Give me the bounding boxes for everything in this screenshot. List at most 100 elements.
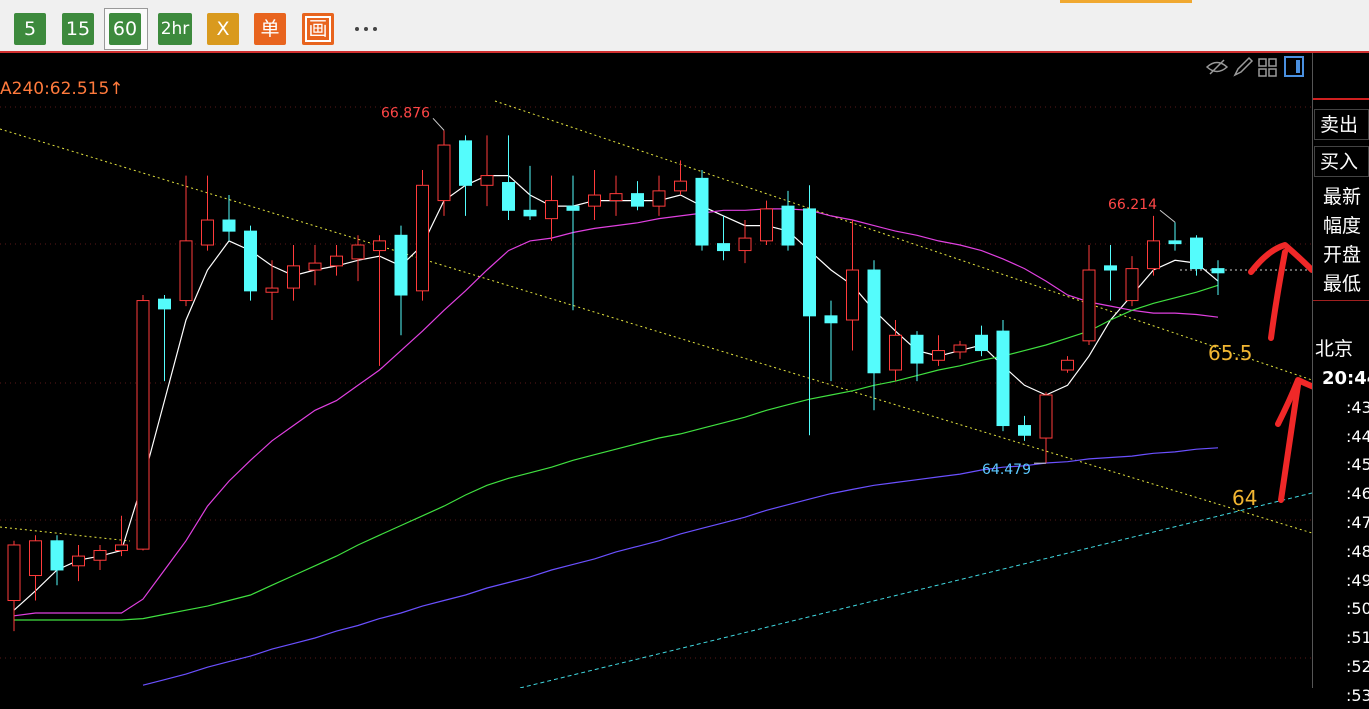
- candle-body: [437, 144, 451, 202]
- chart-icons: [1205, 56, 1304, 77]
- annotation: 64: [1232, 486, 1257, 510]
- side-panel: [1312, 53, 1369, 688]
- panel-icon[interactable]: [1284, 56, 1304, 77]
- candle-body: [308, 262, 322, 271]
- tool-button[interactable]: 单: [254, 13, 286, 45]
- candle-body: [760, 208, 773, 242]
- annotation: 65.5: [1208, 341, 1253, 365]
- arrow-head: [1248, 242, 1312, 275]
- candle-body: [1061, 359, 1074, 371]
- time-label: :49: [1346, 570, 1369, 590]
- ma-line: [13, 208, 1219, 617]
- quote-field: 最低: [1323, 273, 1362, 295]
- tool-button[interactable]: 画: [302, 13, 334, 45]
- arrow-stroke: [1278, 382, 1301, 503]
- candle-body: [523, 209, 537, 217]
- candle-body: [351, 244, 365, 260]
- candle-body: [1211, 268, 1225, 274]
- extreme-label: 64.479: [982, 462, 1031, 478]
- candle-body: [222, 219, 236, 232]
- candle-body: [1039, 394, 1053, 439]
- time-label: :43: [1346, 397, 1369, 417]
- period-button[interactable]: 60: [109, 13, 141, 45]
- candle-body: [201, 219, 214, 246]
- arrow-head: [1275, 377, 1312, 427]
- candle-body: [932, 350, 945, 361]
- ma-line: [13, 175, 1219, 611]
- hand-arrows: [1248, 242, 1312, 503]
- candle-body: [803, 208, 816, 317]
- indicator-label: A240:62.515↑: [0, 79, 124, 99]
- candle-body: [394, 234, 408, 296]
- candle-body: [72, 555, 85, 567]
- pencil-icon[interactable]: [1233, 56, 1254, 77]
- candle-body: [545, 200, 558, 220]
- candle-body: [953, 344, 967, 353]
- toolbar: 5 15 60 2hr X 单 画: [0, 0, 1369, 53]
- separator: [1313, 300, 1369, 301]
- candle-body: [158, 298, 171, 310]
- time-label: :50: [1346, 599, 1369, 619]
- clock-label: 北京: [1315, 338, 1354, 360]
- trend-line: [519, 492, 1312, 688]
- candle-body: [287, 265, 300, 289]
- time-label: 20:44: [1322, 368, 1369, 389]
- candle-body: [566, 205, 580, 211]
- eye-icon[interactable]: [1205, 59, 1229, 75]
- candle-body: [1018, 425, 1031, 436]
- label-leader: [1159, 209, 1176, 223]
- plot: [7, 130, 1225, 686]
- dot: [373, 27, 377, 31]
- candle-body: [265, 287, 279, 293]
- candle-body: [695, 177, 709, 246]
- more-icon[interactable]: [352, 24, 382, 34]
- candle-body: [717, 243, 730, 252]
- ma-line: [142, 447, 1219, 686]
- tool-button[interactable]: X: [207, 13, 239, 45]
- overlay-lines: [0, 100, 1312, 688]
- time-label: :45: [1346, 455, 1369, 475]
- quote-field: 开盘: [1323, 244, 1362, 266]
- time-label: :52: [1346, 657, 1369, 676]
- dot: [364, 27, 368, 31]
- candle-body: [674, 180, 687, 192]
- candle-body: [867, 269, 881, 374]
- candle-body: [29, 540, 42, 577]
- period-button[interactable]: 2hr: [158, 13, 192, 45]
- trend-line: [494, 100, 1312, 381]
- candle-body: [1168, 240, 1182, 245]
- candle-body: [373, 240, 386, 252]
- candle-body: [179, 240, 193, 302]
- time-label: :53: [1346, 685, 1369, 705]
- candle-body: [1190, 237, 1203, 270]
- time-label: :46: [1346, 484, 1369, 504]
- period-button[interactable]: 5: [14, 13, 46, 45]
- candle-body: [50, 540, 64, 571]
- candle-body: [502, 182, 515, 211]
- chart: A240:62.515↑ 66.876 66.214 64.479 65.5 64: [0, 56, 1312, 688]
- candle-body: [588, 194, 601, 207]
- candle-body: [652, 190, 666, 207]
- extreme-label: 66.876: [381, 105, 430, 121]
- candle-body: [631, 193, 644, 207]
- trade-button[interactable]: 卖出: [1314, 109, 1369, 140]
- extreme-label: 66.214: [1108, 197, 1157, 213]
- quote-field: 幅度: [1323, 215, 1362, 237]
- layout-icon[interactable]: [1258, 58, 1277, 77]
- candle-body: [93, 550, 107, 561]
- trend-line: [0, 128, 1312, 534]
- candle-body: [330, 255, 343, 267]
- candle-body: [115, 544, 128, 552]
- candle-body: [846, 269, 859, 321]
- separator: [1313, 98, 1369, 100]
- candle-body: [781, 205, 795, 246]
- period-button[interactable]: 15: [62, 13, 94, 45]
- time-label: :51: [1346, 628, 1369, 648]
- candle-body: [889, 334, 902, 371]
- quote-field: 最新: [1323, 186, 1362, 208]
- candle-body: [1125, 268, 1139, 302]
- candle-body: [738, 237, 752, 252]
- candle-body: [609, 193, 623, 202]
- trade-button[interactable]: 买入: [1314, 146, 1369, 177]
